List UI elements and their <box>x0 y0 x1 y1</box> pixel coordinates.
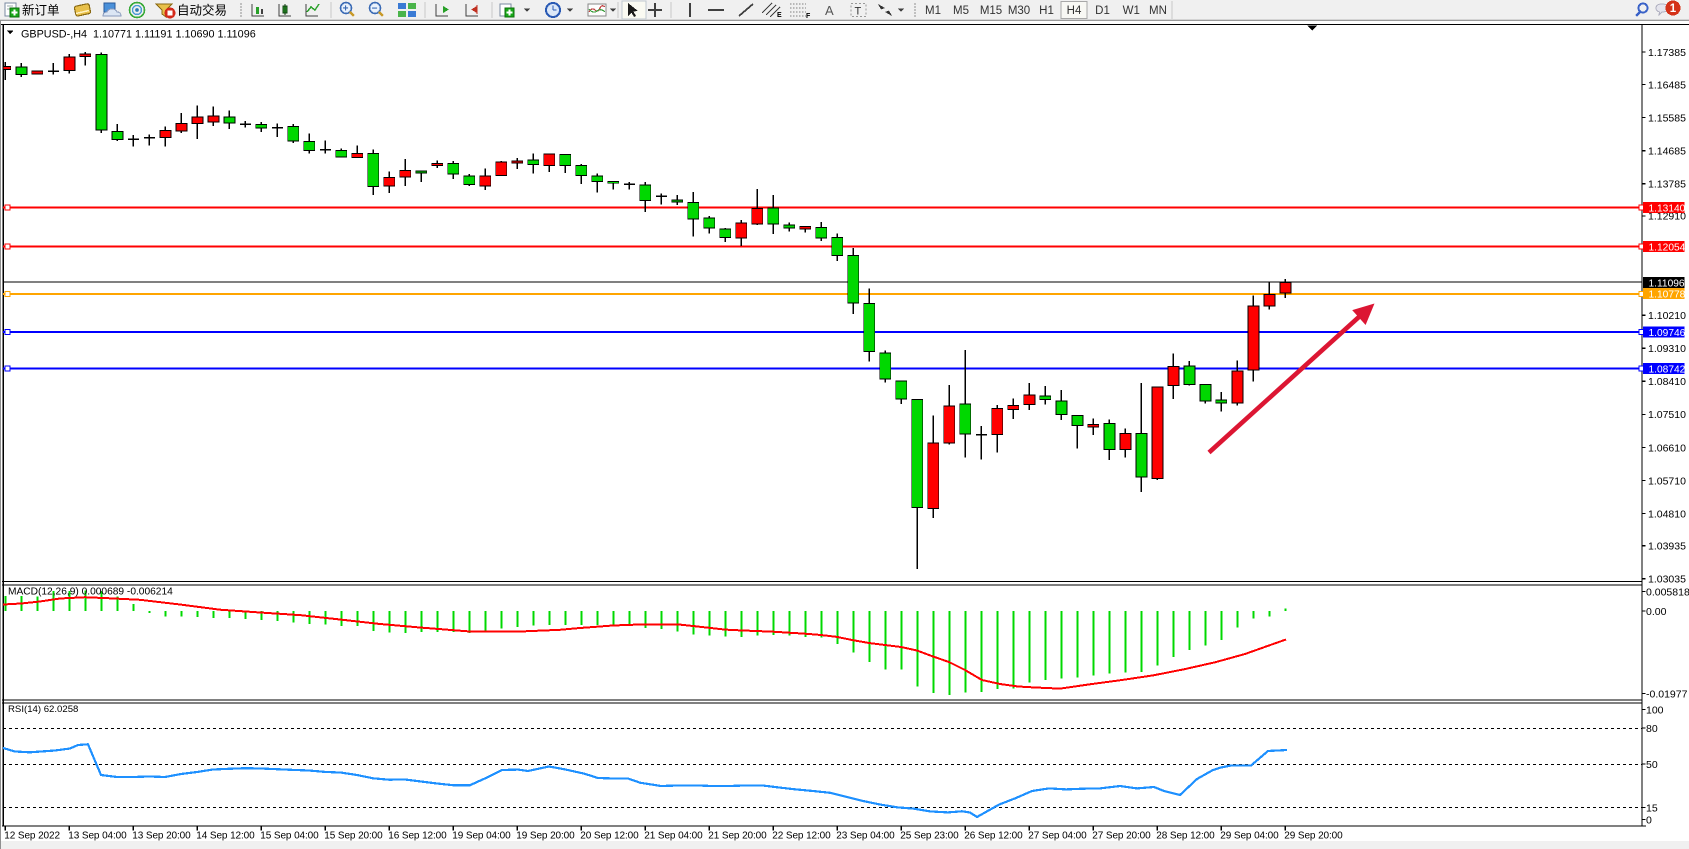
svg-text:19 Sep 04:00: 19 Sep 04:00 <box>452 831 511 842</box>
svg-text:1.07510: 1.07510 <box>1648 409 1686 421</box>
svg-text:1.09746: 1.09746 <box>1649 328 1686 339</box>
svg-text:13 Sep 04:00: 13 Sep 04:00 <box>68 831 127 842</box>
svg-text:1.13785: 1.13785 <box>1648 179 1686 191</box>
svg-text:1.13140: 1.13140 <box>1649 203 1686 214</box>
svg-text:1.03035: 1.03035 <box>1648 574 1686 586</box>
svg-text:1.12054: 1.12054 <box>1649 242 1686 253</box>
svg-text:1.16485: 1.16485 <box>1648 79 1686 91</box>
svg-text:自动交易: 自动交易 <box>177 3 227 18</box>
svg-text:MN: MN <box>1149 5 1167 17</box>
svg-text:W1: W1 <box>1123 5 1140 17</box>
svg-text:T: T <box>855 6 862 18</box>
svg-text:21 Sep 04:00: 21 Sep 04:00 <box>644 831 703 842</box>
svg-text:100: 100 <box>1646 704 1664 716</box>
svg-text:1.12910: 1.12910 <box>1648 211 1686 223</box>
svg-text:15 Sep 04:00: 15 Sep 04:00 <box>260 831 319 842</box>
svg-text:29 Sep 04:00: 29 Sep 04:00 <box>1220 831 1279 842</box>
svg-text:−: − <box>372 4 378 15</box>
svg-text:1: 1 <box>1670 3 1677 15</box>
svg-text:1.04810: 1.04810 <box>1648 508 1686 520</box>
svg-text:1.05710: 1.05710 <box>1648 475 1686 487</box>
svg-text:M5: M5 <box>953 5 969 17</box>
svg-text:23 Sep 04:00: 23 Sep 04:00 <box>836 831 895 842</box>
svg-text:20 Sep 12:00: 20 Sep 12:00 <box>580 831 639 842</box>
svg-text:22 Sep 12:00: 22 Sep 12:00 <box>772 831 831 842</box>
svg-text:1.06610: 1.06610 <box>1648 442 1686 454</box>
svg-text:M15: M15 <box>980 5 1002 17</box>
svg-text:GBPUSD-,H4 1.10771 1.11191 1.: GBPUSD-,H4 1.10771 1.11191 1.10690 1.110… <box>21 28 256 40</box>
svg-text:E: E <box>777 12 782 19</box>
svg-text:+: + <box>343 4 349 15</box>
svg-text:80: 80 <box>1646 723 1658 735</box>
svg-text:新订单: 新订单 <box>22 3 60 18</box>
svg-text:1.11096: 1.11096 <box>1649 278 1685 289</box>
svg-text:50: 50 <box>1646 759 1658 771</box>
svg-text:26 Sep 12:00: 26 Sep 12:00 <box>964 831 1023 842</box>
svg-text:0.00: 0.00 <box>1646 606 1667 618</box>
svg-text:M1: M1 <box>925 5 941 17</box>
svg-text:15: 15 <box>1646 802 1658 814</box>
svg-text:29 Sep 20:00: 29 Sep 20:00 <box>1284 831 1343 842</box>
svg-text:1.10778: 1.10778 <box>1649 289 1686 300</box>
svg-text:14 Sep 12:00: 14 Sep 12:00 <box>196 831 255 842</box>
svg-text:0: 0 <box>1646 814 1652 826</box>
svg-text:12 Sep 2022: 12 Sep 2022 <box>4 831 60 842</box>
svg-text:1.09310: 1.09310 <box>1648 343 1686 355</box>
svg-text:H4: H4 <box>1067 5 1082 17</box>
svg-text:13 Sep 20:00: 13 Sep 20:00 <box>132 831 191 842</box>
svg-text:27 Sep 20:00: 27 Sep 20:00 <box>1092 831 1151 842</box>
svg-text:1.03935: 1.03935 <box>1648 541 1686 553</box>
svg-text:0.005818: 0.005818 <box>1646 586 1689 598</box>
svg-text:MACD(12,26,9) 0.000689 -0.0062: MACD(12,26,9) 0.000689 -0.006214 <box>8 587 173 598</box>
svg-text:F: F <box>806 13 811 20</box>
svg-text:21 Sep 20:00: 21 Sep 20:00 <box>708 831 767 842</box>
svg-text:1.14685: 1.14685 <box>1648 146 1686 158</box>
svg-text:A: A <box>825 3 834 18</box>
svg-text:1.15585: 1.15585 <box>1648 112 1686 124</box>
svg-text:28 Sep 12:00: 28 Sep 12:00 <box>1156 831 1215 842</box>
svg-text:1.08742: 1.08742 <box>1649 364 1686 375</box>
svg-text:D1: D1 <box>1095 5 1110 17</box>
svg-text:M30: M30 <box>1008 5 1030 17</box>
svg-text:RSI(14) 62.0258: RSI(14) 62.0258 <box>8 704 78 715</box>
svg-text:15 Sep 20:00: 15 Sep 20:00 <box>324 831 383 842</box>
svg-text:1.08410: 1.08410 <box>1648 376 1686 388</box>
svg-text:1.17385: 1.17385 <box>1648 47 1686 59</box>
svg-text:25 Sep 23:00: 25 Sep 23:00 <box>900 831 959 842</box>
svg-text:H1: H1 <box>1039 5 1054 17</box>
svg-text:27 Sep 04:00: 27 Sep 04:00 <box>1028 831 1087 842</box>
svg-text:19 Sep 20:00: 19 Sep 20:00 <box>516 831 575 842</box>
svg-text:-0.01977: -0.01977 <box>1646 688 1688 700</box>
svg-text:1.10210: 1.10210 <box>1648 310 1686 322</box>
svg-text:16 Sep 12:00: 16 Sep 12:00 <box>388 831 447 842</box>
